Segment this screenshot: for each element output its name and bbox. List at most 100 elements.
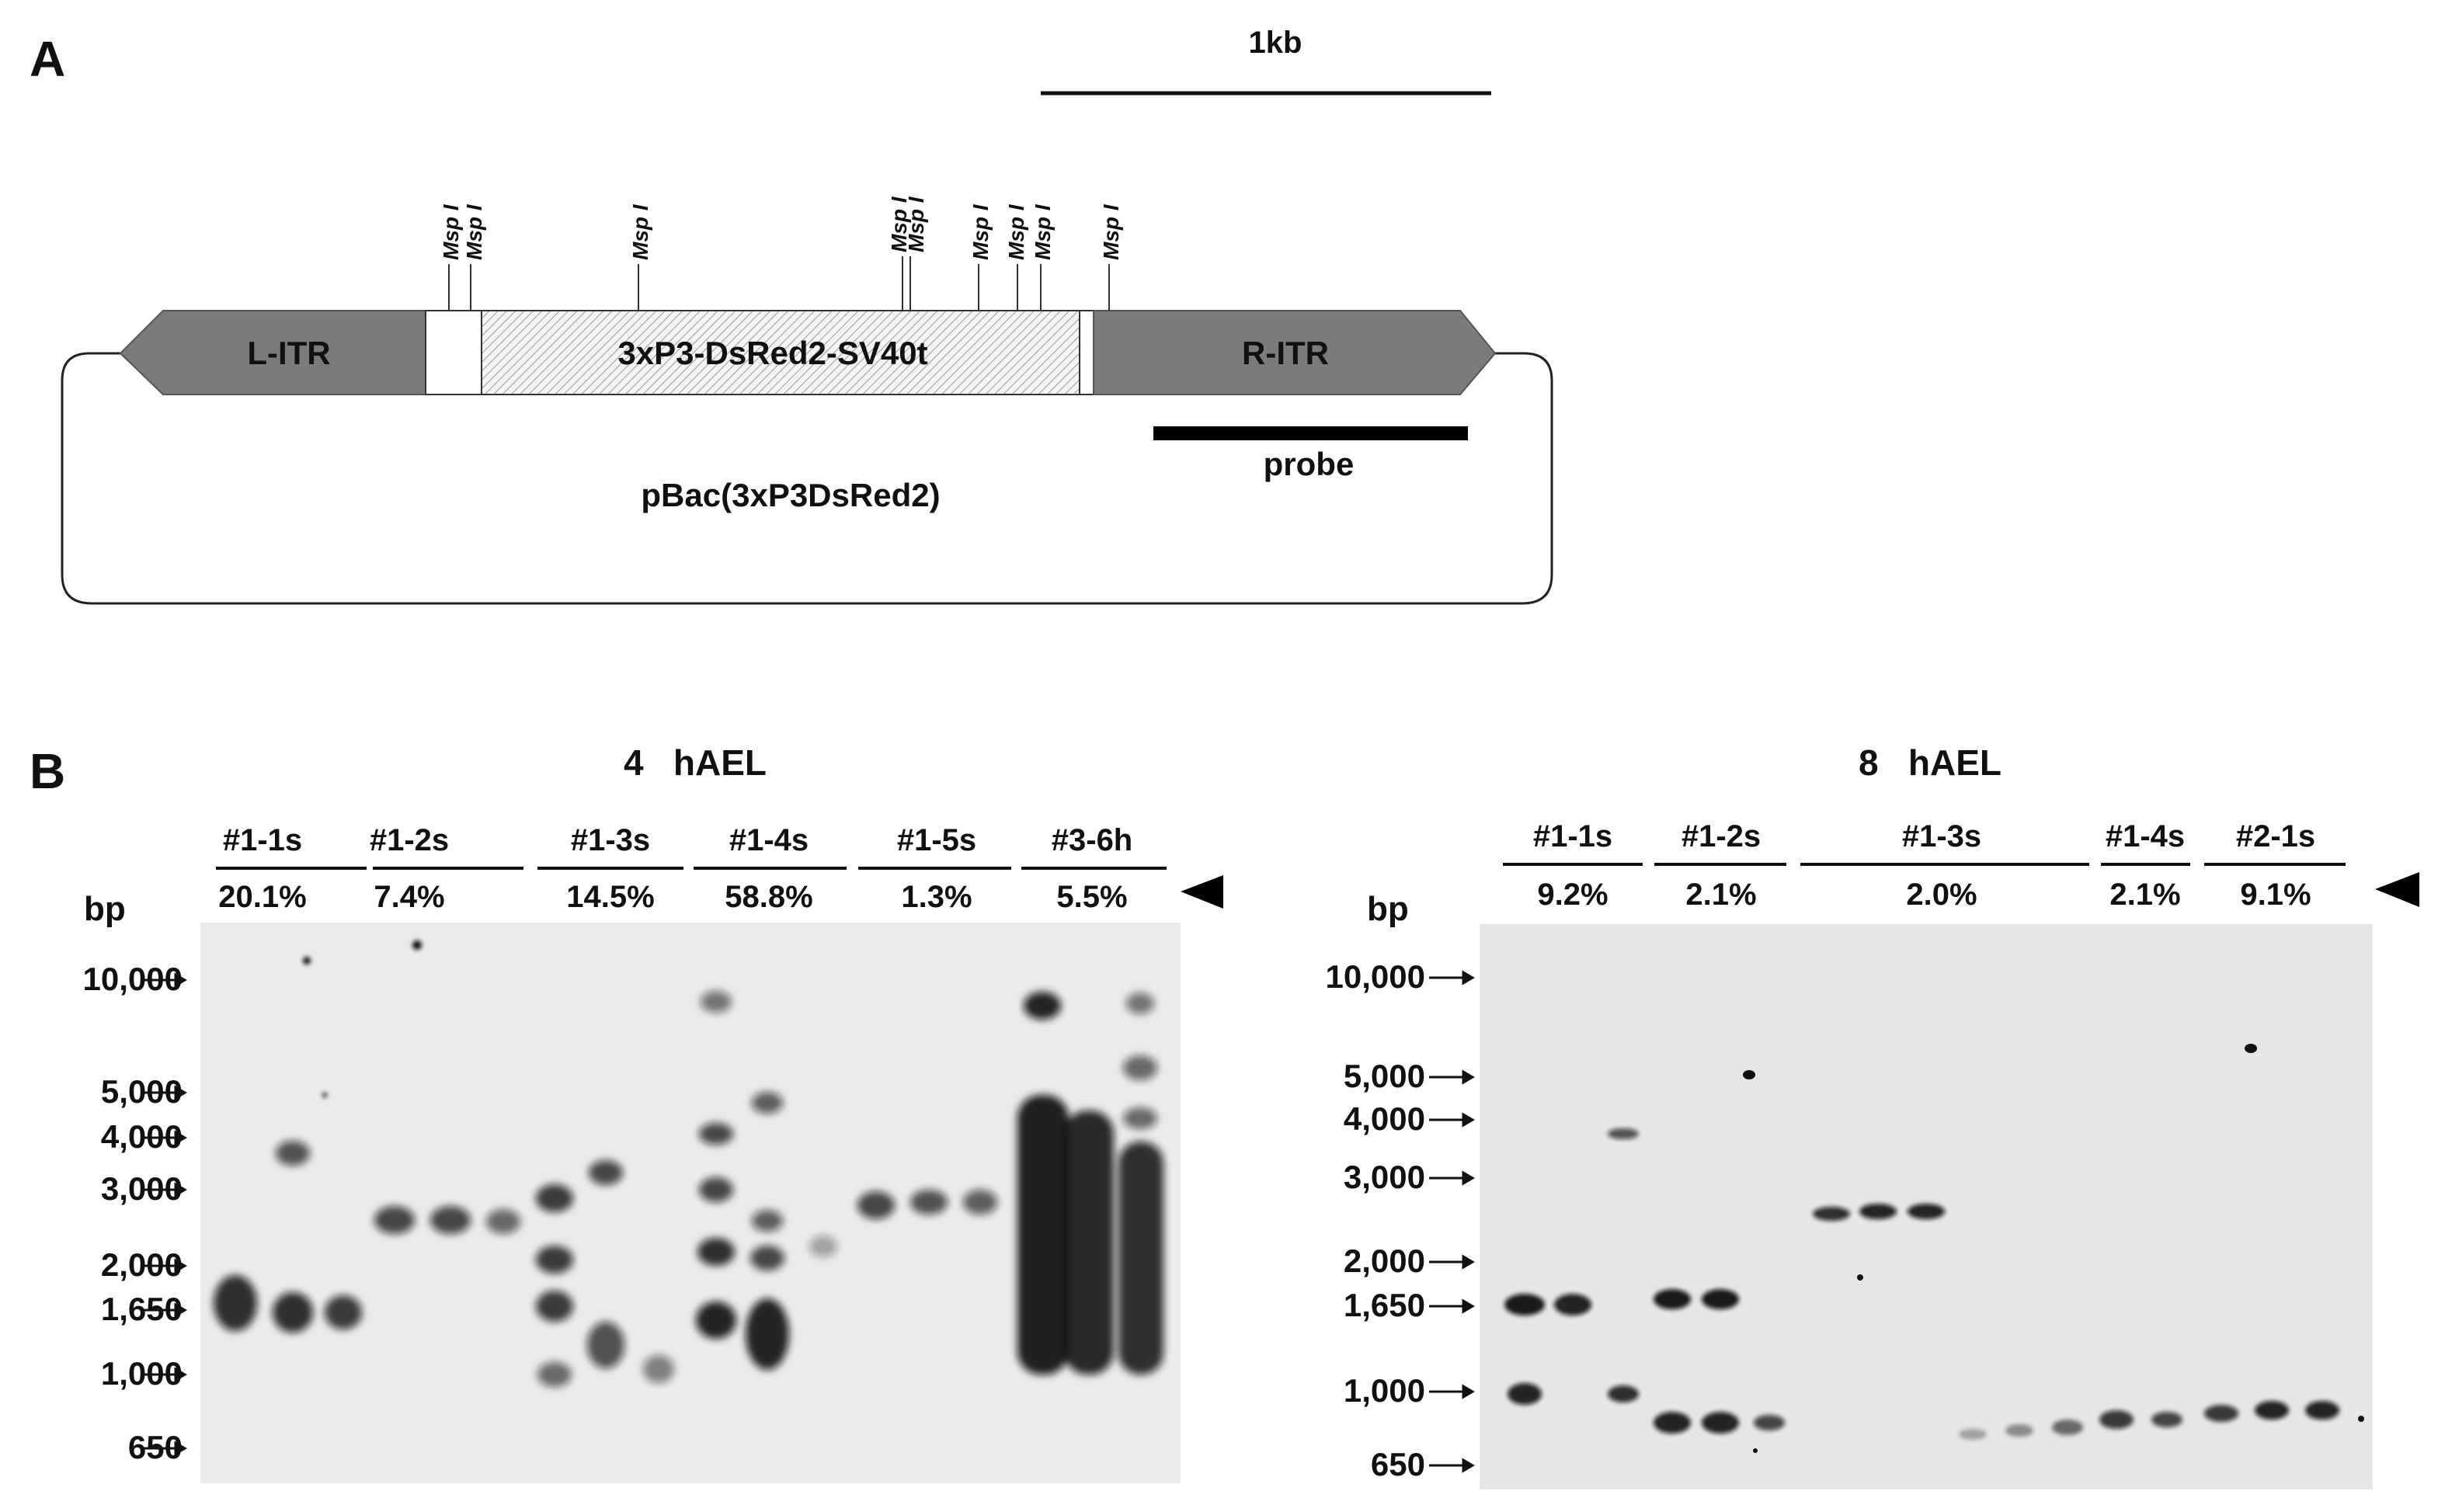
msp-site-label: Msp I xyxy=(1004,203,1028,260)
gel-band xyxy=(750,1246,784,1270)
gel-band xyxy=(1702,1289,1739,1309)
gel-band xyxy=(699,1123,733,1145)
gel-band xyxy=(643,1355,674,1383)
gel-band xyxy=(273,1292,313,1333)
msp-site-label: Msp I xyxy=(1031,203,1055,260)
gel-band xyxy=(1959,1429,1987,1440)
gel-band xyxy=(1654,1289,1691,1309)
gel2-bp-label: bp xyxy=(1367,890,1409,928)
gel2-group-pct: 2.0% xyxy=(1906,878,1977,912)
gel2-title: 8 hAEL xyxy=(1859,742,2002,783)
gel1-bp-label: bp xyxy=(84,890,126,928)
gel1-blot xyxy=(200,923,1181,1483)
gel-band xyxy=(325,1295,362,1330)
gel-band xyxy=(809,1236,837,1257)
gel-band xyxy=(1654,1412,1691,1434)
gel1-ladder-arrows xyxy=(141,972,187,1456)
gel-band xyxy=(1126,992,1154,1014)
gel-speck xyxy=(303,957,311,965)
probe-label: probe xyxy=(1264,446,1355,482)
msp-site-ticks xyxy=(448,256,1110,311)
gel-speck xyxy=(2358,1416,2364,1422)
gel1-group-pct: 7.4% xyxy=(374,880,444,914)
gel2-ladder-label: 3,000 xyxy=(1344,1159,1425,1195)
gel1-group-pct: 58.8% xyxy=(725,880,812,914)
gel-band xyxy=(1504,1294,1545,1316)
cassette-box xyxy=(481,310,1080,395)
gel-speck xyxy=(322,1093,327,1097)
gel-band xyxy=(374,1206,415,1234)
gel1-group-name: #1-5s xyxy=(897,823,976,857)
msp-site-label: Msp I xyxy=(969,203,993,260)
gel-band xyxy=(589,1160,623,1185)
gel-band xyxy=(2005,1424,2033,1437)
gel-band xyxy=(1702,1412,1739,1434)
plasmid-outline xyxy=(61,352,1553,605)
gel-band xyxy=(537,1362,572,1387)
gel-band xyxy=(536,1291,573,1322)
plasmid-label: pBac(3xP3DsRed2) xyxy=(641,477,940,513)
l-itr-label: L-ITR xyxy=(247,335,330,371)
gel-band xyxy=(2151,1412,2182,1427)
probe-bar xyxy=(1153,426,1468,440)
gel-band xyxy=(696,1302,736,1339)
gel-band xyxy=(430,1206,471,1234)
gel-band xyxy=(1024,992,1061,1020)
gel-band xyxy=(1859,1204,1897,1219)
panel-b-label: B xyxy=(30,743,65,799)
gel1-group-name: #1-1s xyxy=(223,823,302,857)
gel2-group-pct: 2.1% xyxy=(1685,878,1756,912)
msp-site-label: Msp I xyxy=(904,196,928,252)
r-itr-arrow xyxy=(1093,310,1497,395)
gel2-ladder-label: 2,000 xyxy=(1344,1243,1425,1279)
gel-band xyxy=(1508,1383,1542,1405)
scale-label: 1kb xyxy=(1249,26,1302,60)
gel1-group-name: #3-6h xyxy=(1052,823,1133,857)
gel-band xyxy=(2052,1420,2083,1435)
gel-band xyxy=(752,1210,783,1232)
gel1-group-name: #1-4s xyxy=(729,823,809,857)
gel2-ladder-label: 1,650 xyxy=(1344,1287,1425,1323)
gel2-group-pct: 2.1% xyxy=(2109,878,2180,912)
gel-band xyxy=(1608,1128,1639,1139)
gel-band xyxy=(1554,1294,1591,1316)
msp-site-label: Msp I xyxy=(628,203,652,260)
gel2-group-name: #1-4s xyxy=(2106,819,2185,853)
gel1-group-name: #1-3s xyxy=(571,823,650,857)
msp-site-label: Msp I xyxy=(439,203,463,260)
gel-band xyxy=(2255,1401,2289,1420)
gel2-group-name: #1-3s xyxy=(1902,819,1981,853)
gel-smear xyxy=(1017,1095,1069,1375)
gel2-ladder-label: 5,000 xyxy=(1344,1058,1425,1094)
r-itr-label: R-ITR xyxy=(1242,335,1329,371)
panel-a-label: A xyxy=(30,31,65,87)
gel2-ladder-arrows xyxy=(1429,970,1475,1473)
gel-speck xyxy=(412,940,422,950)
gel-band xyxy=(2204,1405,2238,1422)
gel-band xyxy=(2305,1401,2339,1420)
gel2-ladder-label: 10,000 xyxy=(1326,958,1425,995)
gel-band xyxy=(536,1246,573,1274)
gel-band xyxy=(1754,1415,1785,1430)
gel2-well-arrowhead xyxy=(2375,872,2419,907)
gel-band xyxy=(1123,1055,1157,1080)
gel-speck xyxy=(1753,1448,1758,1453)
gel-smear xyxy=(1064,1111,1114,1375)
gel-band xyxy=(486,1209,520,1234)
gel-band xyxy=(697,1238,735,1266)
msp-site-label: Msp I xyxy=(887,196,911,252)
gel1-well-arrowhead xyxy=(1181,875,1223,909)
gel-band xyxy=(1123,1107,1157,1129)
gel2-group-name: #1-1s xyxy=(1533,819,1612,853)
gel-band xyxy=(752,1092,783,1114)
gel-smear xyxy=(1118,1142,1163,1375)
gel-band xyxy=(1908,1204,1945,1219)
gel-band xyxy=(857,1191,895,1219)
gel-band xyxy=(536,1184,573,1212)
gel1-group-pct: 1.3% xyxy=(901,880,972,914)
spacer-box xyxy=(425,310,482,395)
gel-band xyxy=(699,1177,733,1202)
gel-speck xyxy=(2245,1044,2257,1053)
gel2-group-pct: 9.2% xyxy=(1537,878,1608,912)
gel1-group-pct: 5.5% xyxy=(1056,880,1127,914)
